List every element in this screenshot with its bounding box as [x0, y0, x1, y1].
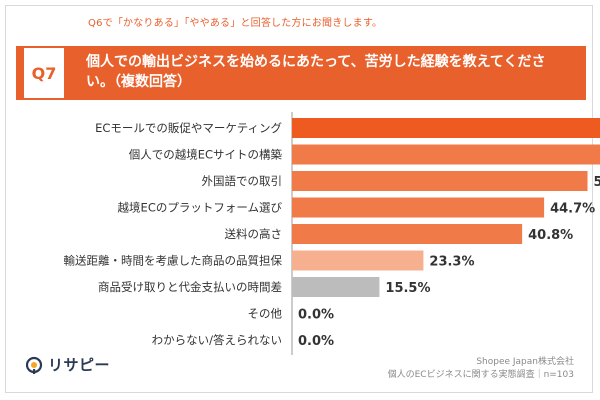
- brand-logo: リサピー: [26, 354, 110, 375]
- value-label: 40.8%: [528, 228, 573, 243]
- question-subtext: Q6で「かなりある」「ややある」と回答した方にお聞きします。: [88, 18, 383, 29]
- category-label: 商品受け取りと代金支払いの時間差: [98, 280, 282, 294]
- category-label: ECモールでの販促やマーケティング: [95, 121, 282, 135]
- source-survey: 個人のECビジネスに関する実態調査｜n=103: [387, 370, 574, 380]
- value-label: 0.0%: [298, 308, 334, 323]
- value-label: 0.0%: [298, 334, 334, 349]
- category-label: 外国語での取引: [202, 174, 283, 188]
- bar: [292, 197, 545, 218]
- category-label: 送料の高さ: [225, 227, 283, 241]
- source-footer: Shopee Japan株式会社 個人のECビジネスに関する実態調査｜n=103: [388, 356, 574, 382]
- category-label: その他: [248, 307, 283, 321]
- logo-mark-icon: [26, 356, 43, 374]
- bar: [292, 277, 380, 297]
- bar: [292, 224, 523, 244]
- bar: [292, 144, 600, 165]
- bar-chart: ECモールでの販促やマーケティング58.3%個人での越境ECサイトの構築56.3…: [64, 112, 600, 355]
- value-label: 15.5%: [385, 281, 430, 296]
- value-label: 44.7%: [550, 202, 595, 217]
- figure-frame: [5, 5, 593, 393]
- value-label: 23.3%: [429, 255, 474, 270]
- logo-wordmark: リサピー: [48, 356, 111, 374]
- bar: [292, 118, 600, 138]
- question-number: Q7: [22, 46, 66, 100]
- bar: [292, 171, 588, 191]
- value-label: 52.4%: [594, 175, 600, 190]
- category-label: 越境ECのプラットフォーム選び: [118, 201, 283, 215]
- bar: [292, 250, 424, 271]
- source-company: Shopee Japan株式会社: [476, 357, 574, 367]
- question-banner: [16, 46, 586, 100]
- category-label: わからない/答えられない: [152, 333, 282, 347]
- question-title: 個人での輸出ビジネスを始めるにあたって、苦労した経験を教えてください。（複数回答…: [86, 54, 546, 90]
- category-label: 個人での越境ECサイトの構築: [129, 148, 283, 162]
- category-label: 輸送距離・時間を考慮した商品の品質担保: [64, 254, 283, 268]
